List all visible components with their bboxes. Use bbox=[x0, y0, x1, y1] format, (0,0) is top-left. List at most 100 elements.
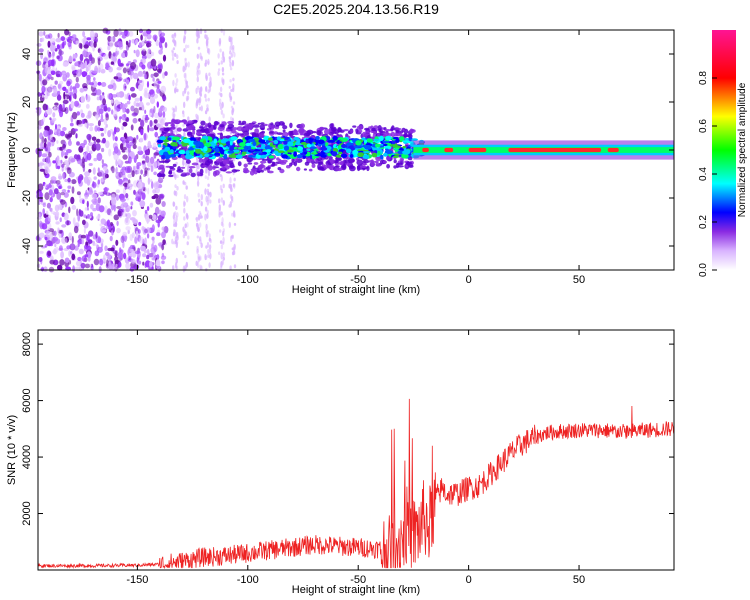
noise-blob bbox=[70, 251, 73, 255]
noise-blob bbox=[75, 40, 80, 45]
noise-blob bbox=[67, 86, 71, 93]
spectrogram-ylabel: Frequency (Hz) bbox=[6, 112, 18, 188]
core-blob bbox=[408, 138, 412, 142]
noise-blob bbox=[56, 94, 62, 101]
core-blob bbox=[321, 145, 326, 149]
core-blob bbox=[338, 151, 343, 155]
noise-blob bbox=[71, 179, 77, 185]
noise-blob bbox=[103, 254, 106, 261]
halo-blob bbox=[356, 125, 364, 130]
noise-blob bbox=[149, 144, 153, 149]
noise-blob bbox=[102, 98, 106, 106]
noise-blob bbox=[115, 194, 119, 201]
core-blob bbox=[170, 142, 178, 147]
noise-blob bbox=[61, 189, 67, 193]
noise-blob bbox=[102, 165, 108, 171]
noise-blob bbox=[83, 152, 86, 159]
noise-blob bbox=[121, 114, 127, 121]
noise-blob bbox=[182, 113, 185, 118]
noise-blob bbox=[117, 158, 122, 164]
noise-blob bbox=[196, 70, 199, 77]
noise-blob bbox=[183, 101, 186, 109]
noise-blob bbox=[116, 227, 121, 234]
noise-blob bbox=[67, 189, 70, 193]
noise-blob bbox=[64, 29, 70, 36]
noise-blob bbox=[158, 49, 163, 55]
noise-blob bbox=[186, 97, 189, 102]
noise-blob bbox=[52, 160, 57, 164]
noise-blob bbox=[174, 261, 178, 269]
noise-blob bbox=[206, 241, 210, 248]
core-blob bbox=[338, 141, 342, 144]
core-blob bbox=[237, 147, 245, 150]
noise-blob bbox=[70, 196, 75, 205]
noise-blob bbox=[197, 214, 201, 221]
halo-blob bbox=[330, 131, 337, 134]
noise-blob bbox=[153, 105, 156, 114]
core-blob bbox=[385, 148, 389, 151]
noise-blob bbox=[67, 40, 72, 48]
noise-blob bbox=[76, 208, 79, 217]
noise-blob bbox=[39, 162, 45, 166]
halo-blob bbox=[403, 133, 408, 138]
noise-blob bbox=[149, 89, 155, 98]
noise-blob bbox=[143, 173, 147, 177]
core-blob bbox=[283, 145, 290, 151]
noise-blob bbox=[152, 239, 155, 244]
core-blob bbox=[383, 152, 388, 157]
noise-blob bbox=[64, 152, 69, 156]
noise-blob bbox=[232, 87, 235, 93]
halo-blob bbox=[317, 163, 321, 170]
core-blob bbox=[227, 150, 235, 154]
noise-blob bbox=[46, 202, 52, 209]
noise-blob bbox=[84, 195, 89, 200]
core-blob bbox=[392, 155, 400, 158]
noise-blob bbox=[105, 113, 109, 121]
noise-blob bbox=[146, 254, 150, 260]
noise-blob bbox=[53, 86, 58, 95]
noise-blob bbox=[186, 241, 189, 246]
noise-blob bbox=[156, 123, 161, 128]
noise-blob bbox=[48, 151, 52, 158]
noise-blob bbox=[97, 81, 102, 86]
core-blob bbox=[399, 136, 405, 141]
noise-blob bbox=[231, 212, 234, 217]
core-blob bbox=[306, 143, 312, 148]
noise-blob bbox=[229, 79, 232, 83]
core-blob bbox=[187, 148, 194, 151]
noise-blob bbox=[196, 180, 200, 187]
halo-blob bbox=[169, 126, 176, 130]
noise-blob bbox=[49, 197, 53, 203]
noise-blob bbox=[153, 244, 158, 252]
noise-blob bbox=[222, 183, 225, 189]
noise-blob bbox=[70, 158, 76, 163]
noise-blob bbox=[141, 160, 146, 164]
snr-frame bbox=[37, 329, 675, 571]
noise-blob bbox=[35, 60, 42, 66]
noise-blob bbox=[82, 119, 85, 125]
noise-blob bbox=[195, 217, 198, 221]
noise-blob bbox=[183, 216, 186, 221]
halo-blob bbox=[289, 162, 293, 167]
noise-blob bbox=[85, 66, 89, 73]
noise-blob bbox=[155, 39, 159, 47]
noise-blob bbox=[151, 195, 156, 200]
noise-blob bbox=[131, 112, 138, 117]
noise-blob bbox=[199, 28, 203, 35]
noise-blob bbox=[73, 40, 76, 45]
noise-blob bbox=[137, 150, 144, 156]
noise-blob bbox=[101, 159, 104, 165]
y-tick-label: 6000 bbox=[21, 388, 33, 412]
core-blob bbox=[181, 144, 188, 147]
noise-blob bbox=[47, 214, 52, 222]
noise-blob bbox=[132, 144, 137, 150]
noise-blob bbox=[221, 72, 225, 76]
halo-blob bbox=[408, 133, 413, 139]
noise-blob bbox=[204, 213, 207, 221]
noise-blob bbox=[89, 82, 94, 86]
noise-blob bbox=[186, 95, 190, 101]
halo-blob bbox=[286, 165, 291, 169]
noise-blob bbox=[52, 51, 55, 57]
noise-blob bbox=[183, 201, 186, 206]
core-blob bbox=[352, 149, 359, 155]
